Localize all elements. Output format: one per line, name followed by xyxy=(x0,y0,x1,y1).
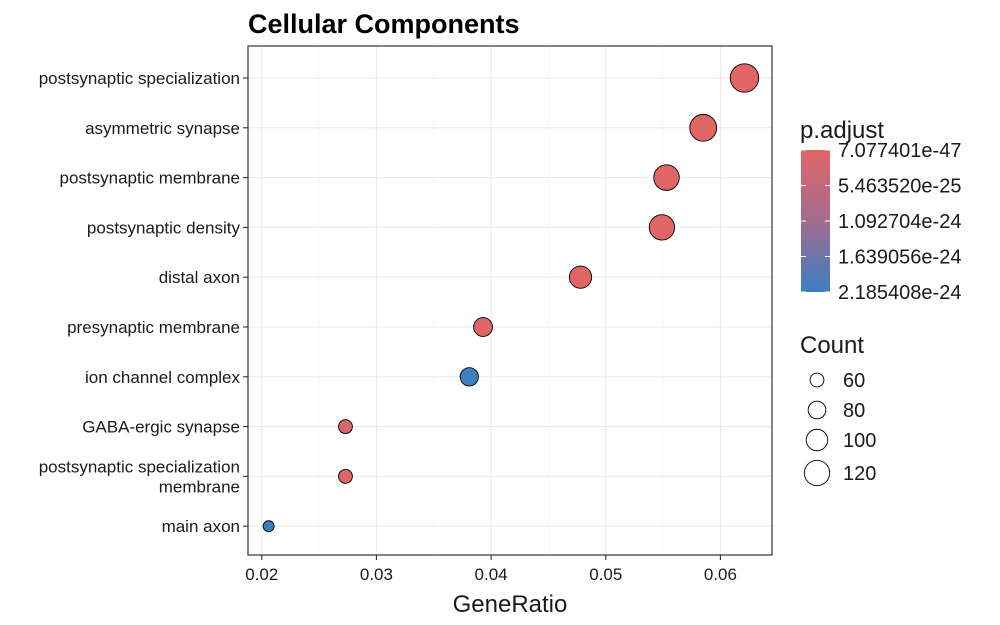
color-legend-label: 7.077401e-47 xyxy=(838,140,961,162)
x-tick-label: 0.03 xyxy=(360,565,393,584)
y-label-postsynaptic-specialization: postsynaptic specialization xyxy=(39,69,240,88)
y-label-line: distal axon xyxy=(159,268,240,287)
y-label-line: main axon xyxy=(162,517,240,536)
chart-title: Cellular Components xyxy=(248,9,520,39)
y-label-line: membrane xyxy=(159,477,240,496)
y-label-line: GABA-ergic synapse xyxy=(82,418,240,437)
y-label-line: presynaptic membrane xyxy=(67,318,240,337)
point-distal-axon xyxy=(568,265,593,289)
color-legend-label: 2.185408e-24 xyxy=(838,282,961,304)
color-legend-label: 1.639056e-24 xyxy=(838,247,961,269)
plot-panel-border xyxy=(247,45,773,556)
x-tick-label: 0.04 xyxy=(475,565,508,584)
size-legend: 60 80 100 120 xyxy=(803,370,876,487)
color-legend-title: p.adjust xyxy=(800,117,884,144)
size-legend-label: 120 xyxy=(843,463,876,485)
gridlines xyxy=(248,46,772,555)
point-postsynaptic-specialization-membrane xyxy=(338,469,353,484)
y-label-line: postsynaptic specialization xyxy=(39,457,240,476)
size-legend-label: 100 xyxy=(843,430,876,452)
y-label-distal-axon: distal axon xyxy=(159,268,240,287)
y-label-ion-channel-complex: ion channel complex xyxy=(85,368,240,387)
y-label-gaba-ergic-synapse: GABA-ergic synapse xyxy=(82,418,240,437)
y-axis-labels: postsynaptic specialization asymmetric sy… xyxy=(39,69,248,536)
x-tick-label: 0.05 xyxy=(589,565,622,584)
x-tick-label: 0.06 xyxy=(704,565,737,584)
point-main-axon xyxy=(262,520,275,533)
y-label-line: asymmetric synapse xyxy=(85,119,240,138)
y-label-main-axon: main axon xyxy=(162,517,240,536)
color-legend: 7.077401e-47 5.463520e-25 1.092704e-24 1.63… xyxy=(801,140,961,304)
point-gaba-ergic-synapse xyxy=(338,419,353,434)
size-legend-circle xyxy=(809,372,825,388)
size-legend-circle xyxy=(807,400,827,420)
size-legend-circle xyxy=(803,459,831,487)
color-legend-label: 5.463520e-25 xyxy=(838,176,961,198)
x-axis-ticks: 0.02 0.03 0.04 0.05 0.06 xyxy=(245,555,737,584)
size-legend-label: 80 xyxy=(843,400,865,422)
point-postsynaptic-membrane xyxy=(653,164,680,191)
size-legend-title: Count xyxy=(800,332,864,359)
y-label-presynaptic-membrane: presynaptic membrane xyxy=(67,318,240,337)
y-label-postsynaptic-specialization-membrane: postsynaptic specialization membrane xyxy=(39,457,240,496)
y-label-postsynaptic-density: postsynaptic density xyxy=(87,218,241,237)
point-presynaptic-membrane xyxy=(473,317,493,337)
size-legend-label: 60 xyxy=(843,370,865,392)
y-label-line: postsynaptic specialization xyxy=(39,69,240,88)
y-label-line: postsynaptic density xyxy=(87,218,241,237)
color-legend-label: 1.092704e-24 xyxy=(838,211,961,233)
point-asymmetric-synapse xyxy=(689,113,718,142)
y-label-line: ion channel complex xyxy=(85,368,240,387)
y-label-asymmetric-synapse: asymmetric synapse xyxy=(85,119,240,138)
y-label-postsynaptic-membrane: postsynaptic membrane xyxy=(60,169,240,188)
x-axis-title: GeneRatio xyxy=(453,591,568,618)
point-postsynaptic-density xyxy=(648,214,676,241)
y-label-line: postsynaptic membrane xyxy=(60,169,240,188)
x-tick-label: 0.02 xyxy=(245,565,278,584)
point-postsynaptic-specialization xyxy=(729,63,760,93)
size-legend-circle xyxy=(805,428,829,452)
data-points xyxy=(262,63,760,533)
point-ion-channel-complex xyxy=(459,367,479,387)
